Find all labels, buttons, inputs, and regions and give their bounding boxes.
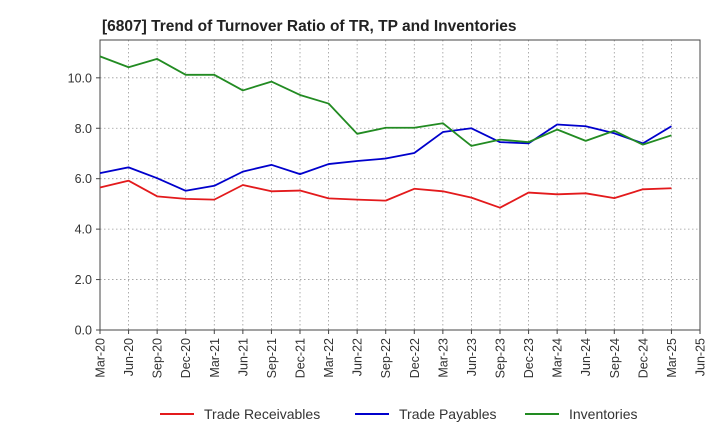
y-tick-labels: 0.0 2.0 4.0 6.0 8.0 10.0 (68, 71, 92, 337)
y-tick-label: 0.0 (75, 324, 92, 338)
x-tick-label: Mar-21 (208, 338, 222, 378)
chart-title: [6807] Trend of Turnover Ratio of TR, TP… (102, 18, 517, 35)
x-tick-label: Dec-22 (408, 338, 422, 378)
legend-label-trade-receivables: Trade Receivables (204, 406, 320, 422)
x-tick-label: Mar-23 (436, 338, 450, 378)
x-tick-labels: Mar-20 Jun-20 Sep-20 Dec-20 Mar-21 Jun-21 Sep-… (94, 338, 708, 378)
series-line-trade-payables (99, 123, 672, 192)
legend: Trade Receivables Trade Payables Inventori… (160, 406, 637, 422)
y-tick-label: 2.0 (75, 273, 92, 287)
x-tick-label: Jun-21 (236, 338, 250, 376)
axes (96, 39, 701, 334)
grid-lines (100, 40, 701, 330)
x-tick-label: Mar-20 (94, 338, 108, 378)
x-tick-label: Mar-22 (322, 338, 336, 378)
plot-frame (99, 39, 701, 331)
x-tick-label: Dec-21 (294, 338, 308, 378)
x-tick-label: Mar-24 (551, 338, 565, 378)
x-tick-label: Mar-25 (665, 338, 679, 378)
legend-label-trade-payables: Trade Payables (399, 406, 497, 422)
series-line-trade-receivables (99, 179, 672, 209)
y-tick-label: 10.0 (68, 71, 92, 85)
x-tick-label: Dec-24 (636, 338, 650, 378)
x-tick-label: Sep-24 (608, 338, 622, 378)
x-tick-label: Sep-20 (151, 338, 165, 378)
data-series (99, 55, 672, 209)
y-tick-label: 6.0 (75, 172, 92, 186)
x-tick-label: Sep-22 (379, 338, 393, 378)
x-tick-label: Sep-23 (494, 338, 508, 378)
x-tick-label: Dec-23 (522, 338, 536, 378)
x-tick-label: Sep-21 (265, 338, 279, 378)
series-line-inventories (99, 55, 672, 147)
x-tick-label: Jun-23 (465, 338, 479, 376)
x-tick-label: Dec-20 (179, 338, 193, 378)
x-tick-label: Jun-25 (694, 338, 708, 376)
x-tick-label: Jun-20 (122, 338, 136, 376)
y-tick-label: 8.0 (75, 122, 92, 136)
x-tick-label: Jun-22 (351, 338, 365, 376)
y-tick-label: 4.0 (75, 223, 92, 237)
legend-label-inventories: Inventories (569, 406, 637, 422)
x-tick-label: Jun-24 (579, 338, 593, 376)
